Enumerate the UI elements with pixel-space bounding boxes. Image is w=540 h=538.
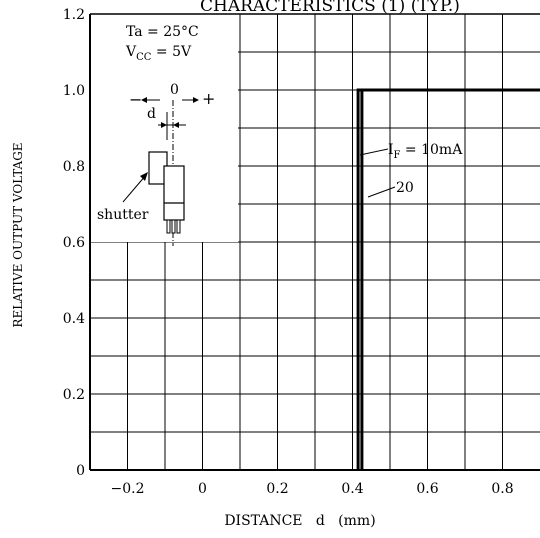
x-tick-label: 0.4 [341,481,363,497]
x-tick-labels: −0.2 0 0.2 0.4 0.6 0.8 [111,481,514,497]
series-line-2 [360,88,540,470]
if10-label-rest: = 10mA [400,142,463,158]
x-tick-label: −0.2 [111,481,145,497]
y-tick-label: 0 [76,463,85,479]
inset-vcc: VCC = 5V [125,44,192,63]
shutter-leader [122,174,147,203]
x-tick-label: 0.8 [491,481,513,497]
inset-vcc-rest: = 5V [151,44,192,60]
y-tick-label: 0.6 [63,235,85,251]
if10-label-sub: F [394,150,401,161]
inset-shutter-label: shutter [97,207,149,223]
y-tick-label: 0.8 [63,159,85,175]
inset-zero: 0 [170,82,179,98]
y-tick-labels: 0 0.2 0.4 0.6 0.8 1.0 1.2 [63,7,85,479]
inset: Ta = 25°C VCC = 5V − 0 + d shutter [97,24,215,246]
plot-frame [89,13,540,471]
sensor-pin-1 [166,219,171,234]
d-arrow-head-left [161,122,167,128]
sensor-body [163,165,185,221]
shutter-leader-head [140,172,148,181]
d-arrow-head-right [173,122,179,128]
if20-label: 20 [396,180,414,196]
y-tick-label: 0.2 [63,387,85,403]
inset-plus: + [202,89,215,108]
x-tick-label: 0.6 [416,481,438,497]
chart-title: CHARACTERISTICS (1) (TYP.) [200,0,460,16]
series-layer [356,88,540,470]
x-tick-label: 0 [198,481,207,497]
inset-vcc-sub: CC [136,52,152,63]
sensor-pin-2 [171,219,176,234]
arrow-right-head [193,97,199,103]
inset-ta: Ta = 25°C [126,24,199,40]
sensor-pin-3 [176,219,181,234]
x-axis-label: DISTANCE d (mm) [224,513,375,529]
inset-minus: − [129,90,142,109]
inset-box [88,14,238,242]
y-tick-label: 1.0 [63,83,85,99]
y-axis-label: RELATIVE OUTPUT VOLTAGE [11,142,25,327]
x-tick-label: 0.2 [266,481,288,497]
if10-label: IF = 10mA [388,142,463,161]
y-tick-label: 0.4 [63,311,85,327]
inset-d: d [147,106,156,122]
arrow-left-head [141,97,147,103]
y-tick-label: 1.2 [63,7,85,23]
if10-leader [359,148,389,156]
if20-leader [367,186,396,198]
